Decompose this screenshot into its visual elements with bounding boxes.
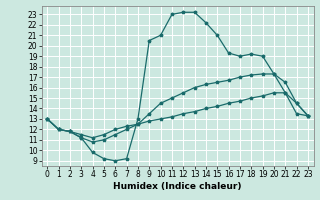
- X-axis label: Humidex (Indice chaleur): Humidex (Indice chaleur): [113, 182, 242, 191]
